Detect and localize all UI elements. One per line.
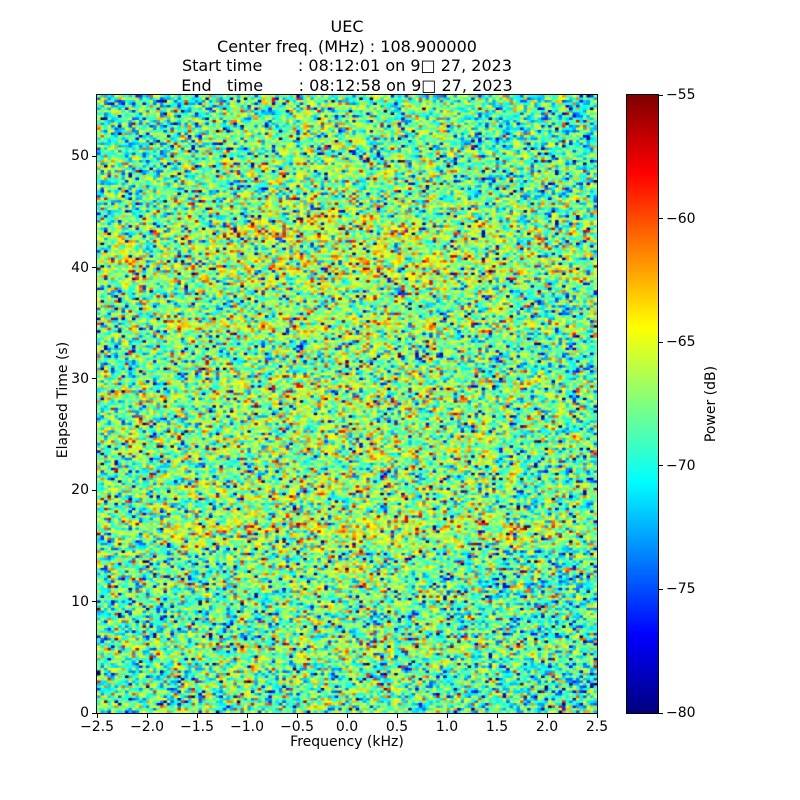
colorbar-tick-label: −75 xyxy=(666,581,696,598)
colorbar-tick-mark xyxy=(659,712,663,714)
x-tick-mark xyxy=(96,714,98,718)
chart-subtitle-end-time: End time : 08:12:58 on 9□ 27, 2023 xyxy=(181,75,513,95)
x-tick-label: 2.5 xyxy=(585,719,609,735)
x-tick-mark xyxy=(446,714,448,718)
x-tick-label: −1.0 xyxy=(230,719,264,735)
x-tick-mark xyxy=(196,714,198,718)
colorbar-tick-mark xyxy=(659,218,663,220)
y-tick-label: 20 xyxy=(71,482,89,499)
y-tick-label: 50 xyxy=(71,148,89,165)
x-tick-label: −0.5 xyxy=(280,719,314,735)
x-tick-label: 1.5 xyxy=(485,719,509,735)
colorbar-tick-mark xyxy=(659,341,663,343)
x-tick-label: −2.5 xyxy=(80,719,114,735)
y-tick-mark xyxy=(92,601,96,603)
x-tick-mark xyxy=(496,714,498,718)
x-tick-label: 1.0 xyxy=(435,719,459,735)
plot-area xyxy=(96,94,598,714)
chart-subtitle-center-freq: Center freq. (MHz) : 108.900000 xyxy=(217,36,477,56)
x-tick-mark xyxy=(546,714,548,718)
y-axis-label: Elapsed Time (s) xyxy=(55,341,71,459)
colorbar-label: Power (dB) xyxy=(703,365,719,443)
chart-title-block: UEC Center freq. (MHz) : 108.900000 Star… xyxy=(97,17,597,95)
x-tick-label: −2.0 xyxy=(130,719,164,735)
x-tick-label: −1.5 xyxy=(180,719,214,735)
colorbar-tick-label: −80 xyxy=(666,705,696,721)
chart-subtitle-start-time: Start time : 08:12:01 on 9□ 27, 2023 xyxy=(182,56,512,75)
colorbar-tick-label: −70 xyxy=(666,457,696,474)
colorbar-tick-mark xyxy=(659,588,663,590)
y-tick-mark xyxy=(92,267,96,269)
y-tick-label: 30 xyxy=(71,370,89,387)
colorbar-tick-label: −65 xyxy=(666,334,696,351)
y-tick-label: 0 xyxy=(80,705,89,721)
x-tick-label: 0.5 xyxy=(385,719,409,735)
x-tick-label: 2.0 xyxy=(535,719,559,735)
spectrogram-heatmap-canvas xyxy=(97,95,597,713)
x-tick-mark xyxy=(146,714,148,718)
x-tick-mark xyxy=(396,714,398,718)
x-tick-label: 0.0 xyxy=(335,719,359,735)
y-tick-label: 10 xyxy=(71,593,89,610)
colorbar-gradient-canvas xyxy=(627,95,658,713)
colorbar-tick-label: −55 xyxy=(666,87,696,103)
chart-title: UEC xyxy=(330,17,364,36)
x-tick-mark xyxy=(246,714,248,718)
colorbar-tick-label: −60 xyxy=(666,210,696,227)
y-tick-mark xyxy=(92,378,96,380)
y-tick-mark xyxy=(92,712,96,714)
colorbar-tick-mark xyxy=(659,94,663,96)
colorbar-tick-mark xyxy=(659,465,663,467)
y-tick-mark xyxy=(92,155,96,157)
colorbar xyxy=(626,94,659,714)
x-tick-mark xyxy=(346,714,348,718)
y-tick-label: 40 xyxy=(71,259,89,276)
y-tick-mark xyxy=(92,489,96,491)
x-tick-mark xyxy=(296,714,298,718)
x-tick-mark xyxy=(596,714,598,718)
x-axis-label: Frequency (kHz) xyxy=(290,734,404,750)
